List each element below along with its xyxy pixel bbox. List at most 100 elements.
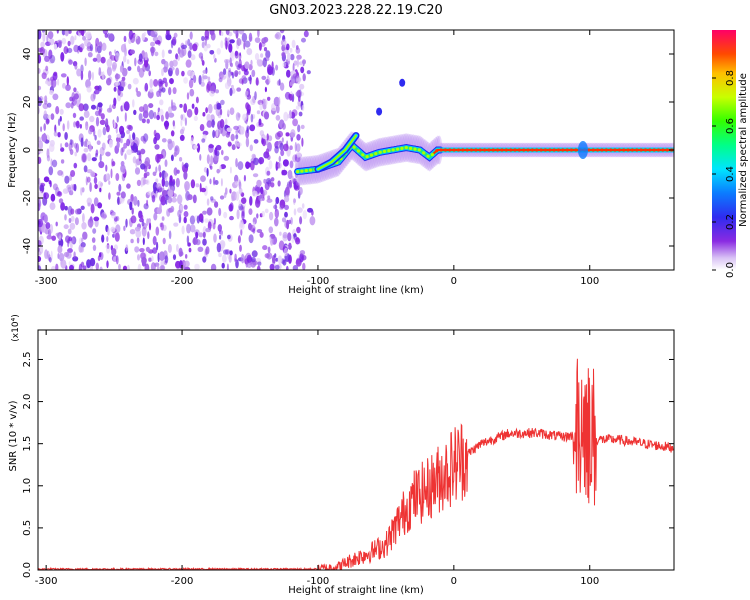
noise-speckle [244,61,250,69]
noise-speckle [246,127,249,134]
noise-speckle [123,55,127,63]
noise-speckle [291,39,296,49]
noise-speckle [38,200,42,208]
noise-speckle [274,217,279,227]
track-dot [500,148,504,152]
noise-speckle [292,265,299,270]
noise-speckle [51,265,56,270]
noise-speckle [120,43,127,53]
noise-speckle [210,263,217,270]
noise-speckle [256,265,261,270]
noise-speckle [78,30,85,34]
noise-speckle [219,30,222,36]
noise-speckle [168,112,175,118]
noise-speckle [116,140,120,149]
noise-speckle [291,235,295,244]
noise-speckle [170,154,174,162]
noise-speckle [221,127,227,137]
noise-speckle [287,169,293,180]
noise-speckle [92,228,97,234]
noise-speckle [115,173,120,181]
noise-speckle [43,192,50,200]
noise-speckle [283,49,289,54]
noise-speckle [279,231,282,236]
noise-speckle [288,93,293,101]
noise-speckle [238,78,244,84]
noise-speckle [278,96,281,107]
noise-speckle [248,32,253,42]
noise-speckle [91,237,96,243]
snr-series-line [38,358,674,570]
noise-speckle [298,111,303,117]
noise-speckle [145,179,150,186]
noise-speckle [198,232,204,238]
noise-speckle [266,133,269,141]
noise-speckle [89,115,95,123]
noise-speckle [153,111,157,119]
noise-speckle [109,55,116,61]
noise-speckle [201,138,206,143]
noise-speckle [284,204,289,211]
noise-speckle [68,218,72,223]
track-dot [530,148,535,152]
noise-speckle [75,143,80,153]
noise-speckle [69,139,73,146]
noise-speckle [118,183,122,192]
track-dot [404,146,408,150]
noise-speckle [82,213,85,223]
noise-speckle [256,179,262,187]
noise-speckle [93,89,100,95]
noise-speckle [101,212,107,220]
noise-speckle [194,263,200,270]
noise-speckle [145,246,150,252]
noise-speckle [148,257,152,262]
noise-speckle [167,196,173,204]
noise-speckle [49,54,56,64]
noise-speckle [78,103,85,112]
y-tick-label: 0.0 [22,562,33,578]
noise-speckle [70,170,76,177]
noise-speckle [61,37,67,45]
noise-speckle [167,189,174,198]
noise-speckle [155,183,162,189]
noise-speckle [141,118,146,124]
noise-speckle [219,108,223,116]
noise-speckle [186,92,190,100]
noise-speckle [147,218,151,223]
noise-speckle [85,121,89,131]
noise-speckle [180,119,183,127]
track-dot [452,148,456,152]
noise-speckle [64,205,68,211]
track-dot [569,148,574,152]
spectrogram-xlabel: Height of straight line (km) [288,285,424,296]
noise-speckle [246,108,251,116]
noise-speckle [259,102,263,111]
track-dot [661,148,665,152]
noise-speckle [306,70,311,75]
noise-speckle [90,171,96,178]
track-dot [474,148,478,152]
noise-speckle [184,266,191,270]
noise-speckle [299,250,306,256]
noise-speckle [280,149,285,157]
noise-speckle [294,141,297,152]
noise-speckle [38,30,42,40]
noise-speckle [251,69,256,78]
track-dot [491,148,495,152]
noise-speckle [185,184,188,193]
noise-speckle [238,199,242,207]
track-dot [574,148,578,152]
noise-speckle [154,51,159,57]
noise-speckle [275,114,281,121]
noise-speckle [267,246,271,254]
track-dot [422,151,426,155]
noise-speckle [165,34,172,41]
noise-speckle [159,80,165,85]
noise-speckle [95,149,99,156]
noise-speckle [189,42,193,51]
noise-speckle [144,157,151,167]
noise-speckle [245,161,250,169]
noise-speckle [38,54,42,64]
noise-speckle [73,183,77,192]
noise-speckle [42,103,49,110]
